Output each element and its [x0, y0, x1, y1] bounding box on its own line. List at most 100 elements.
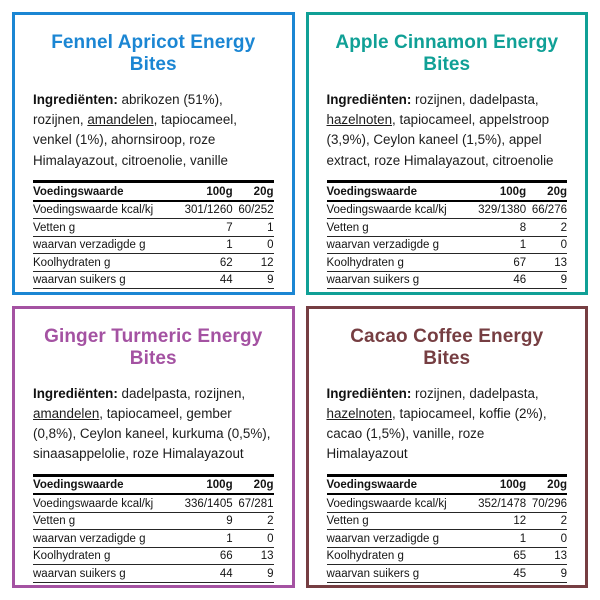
product-title: Ginger Turmeric Energy Bites: [44, 325, 263, 369]
nutrition-header-row: Voedingswaarde 100g 20g: [326, 475, 567, 495]
nutrition-cell: 12: [232, 253, 274, 271]
nutrition-row: Voedingsvezels g71: [33, 581, 274, 586]
nutrition-table: Voedingswaarde 100g 20g Voedingswaarde k…: [326, 180, 568, 292]
product-label-card-cacao-coffee: Cacao Coffee Energy Bites Ingrediënten: …: [305, 305, 588, 588]
nutrition-row: Voedingswaarde kcal/kj 336/1405 67/281: [33, 494, 274, 512]
nutrition-cell: 1: [232, 288, 274, 292]
nutrition-cell: 13: [526, 546, 567, 565]
nutrition-row: Voedingswaarde kcal/kj 301/1260 60/252: [33, 201, 274, 219]
allergen-ingredient: amandelen: [87, 112, 154, 128]
nutrition-header-row: Voedingswaarde 100g 20g: [33, 181, 274, 202]
nutrition-cell: 44: [167, 564, 233, 582]
nutrition-header-100g: 100g: [167, 475, 233, 495]
nutrition-table: Voedingswaarde 100g 20g Voedingswaarde k…: [326, 473, 567, 586]
nutrition-row: Voedingsvezels g71: [33, 288, 274, 292]
nutrition-header-20g: 20g: [526, 181, 567, 202]
ingredients-text: Ingrediënten: rozijnen, dadelpasta, haze…: [327, 384, 568, 468]
nutrition-cell: waarvan verzadigde g: [33, 235, 168, 254]
nutrition-cell: 9: [167, 511, 233, 530]
nutrition-cell: Voedingswaarde kcal/kj: [326, 204, 447, 216]
nutrition-row: Voedingswaarde kcal/kj 329/1380 66/276: [327, 201, 568, 219]
nutrition-row: waarvan suikers g 45 9: [326, 564, 567, 582]
nutrition-cell: Koolhydraten g: [33, 546, 168, 565]
nutrition-cell: 9: [232, 270, 274, 289]
nutrition-cell: Voedingswaarde kcal/kj: [326, 497, 447, 510]
nutrition-row: Voedingsvezels g71: [326, 288, 567, 292]
nutrition-row: waarvan suikers g 46 9: [326, 270, 567, 289]
nutrition-header-20g: 20g: [232, 475, 274, 495]
nutrition-cell: Koolhydraten g: [33, 253, 168, 271]
nutrition-cell: Vetten g: [33, 511, 168, 530]
nutrition-cell: 1: [461, 235, 527, 254]
nutrition-cell: 336/1405: [184, 497, 233, 510]
nutrition-header-label: Voedingswaarde: [33, 475, 168, 495]
nutrition-cell: Vetten g: [326, 511, 462, 530]
ingredient-text: , tapiocameel, gember (0,8%), Ceylon kan…: [33, 405, 271, 462]
nutrition-cell: 60/252: [238, 204, 274, 216]
nutrition-cell: 301/1260: [184, 204, 233, 216]
product-label-card-fennel-apricot: Fennel Apricot Energy Bites Ingrediënten…: [12, 12, 295, 295]
nutrition-cell: 8: [461, 581, 527, 586]
ingredients-label: Ingrediënten:: [326, 92, 412, 107]
nutrition-cell: 2: [232, 511, 274, 530]
nutrition-cell: 9: [232, 564, 274, 582]
nutrition-cell: 46: [461, 270, 527, 289]
nutrition-header-label: Voedingswaarde: [33, 181, 168, 202]
nutrition-cell: 1: [232, 581, 274, 586]
nutrition-header-20g: 20g: [526, 475, 567, 495]
nutrition-cell: 329/1380: [478, 204, 527, 216]
nutrition-header-100g: 100g: [461, 181, 527, 202]
nutrition-row: Koolhydraten g 65 13: [326, 546, 567, 565]
nutrition-cell: 7: [167, 288, 233, 292]
ingredient-text: rozijnen, dadelpasta,: [411, 385, 539, 401]
nutrition-cell: Voedingswaarde kcal/kj: [33, 497, 154, 510]
nutrition-row: waarvan suikers g 44 9: [33, 270, 274, 289]
nutrition-cell: 70/296: [531, 497, 567, 510]
nutrition-cell: Vetten g: [33, 218, 168, 236]
nutrition-cell: waarvan suikers g: [33, 270, 168, 289]
product-title: Fennel Apricot Energy Bites: [51, 32, 256, 75]
ingredients-label: Ingrediënten:: [33, 385, 118, 401]
nutrition-cell: Voedingsvezels g: [33, 288, 168, 292]
ingredient-text: , tapiocameel, koffie (2%), cacao (1,5%)…: [326, 405, 547, 462]
nutrition-cell: 9: [526, 270, 567, 289]
nutrition-cell: 7: [167, 218, 233, 236]
nutrition-cell: 13: [232, 546, 274, 565]
nutrition-cell: 0: [232, 235, 274, 254]
nutrition-cell: 1: [461, 529, 527, 547]
nutrition-row: Koolhydraten g 66 13: [33, 546, 274, 565]
nutrition-row: waarvan suikers g 44 9: [33, 564, 274, 582]
nutrition-cell: 0: [526, 235, 567, 254]
nutrition-cell: 8: [461, 218, 527, 236]
ingredient-text: , tapiocameel, venkel (1%), ahornsiroop,…: [33, 112, 237, 168]
nutrition-cell: waarvan suikers g: [33, 564, 168, 582]
nutrition-cell: 352/1478: [478, 497, 527, 510]
nutrition-cell: 67/281: [238, 497, 274, 510]
nutrition-header-label: Voedingswaarde: [326, 475, 462, 495]
ingredient-text: rozijnen, dadelpasta,: [411, 92, 539, 107]
nutrition-row: Vetten g 12 2: [326, 511, 567, 530]
nutrition-row: Koolhydraten g 62 12: [33, 253, 274, 271]
nutrition-cell: Vetten g: [326, 218, 462, 236]
nutrition-cell: waarvan verzadigde g: [33, 529, 168, 547]
nutrition-cell: waarvan suikers g: [326, 564, 462, 582]
allergen-ingredient: hazelnoten: [326, 405, 393, 421]
nutrition-table: Voedingswaarde 100g 20g Voedingswaarde k…: [33, 473, 274, 586]
nutrition-header-100g: 100g: [167, 181, 233, 202]
nutrition-header-label: Voedingswaarde: [326, 181, 462, 202]
nutrition-row: Koolhydraten g 67 13: [326, 253, 567, 271]
nutrition-cell: 45: [461, 564, 527, 582]
nutrition-cell: 67: [461, 253, 527, 271]
nutrition-header-row: Voedingswaarde 100g 20g: [33, 475, 274, 495]
nutrition-cell: 65: [461, 546, 527, 565]
nutrition-header-20g: 20g: [232, 181, 274, 202]
nutrition-cell: 7: [167, 581, 233, 586]
ingredients-text: Ingrediënten: dadelpasta, rozijnen, aman…: [33, 384, 274, 468]
